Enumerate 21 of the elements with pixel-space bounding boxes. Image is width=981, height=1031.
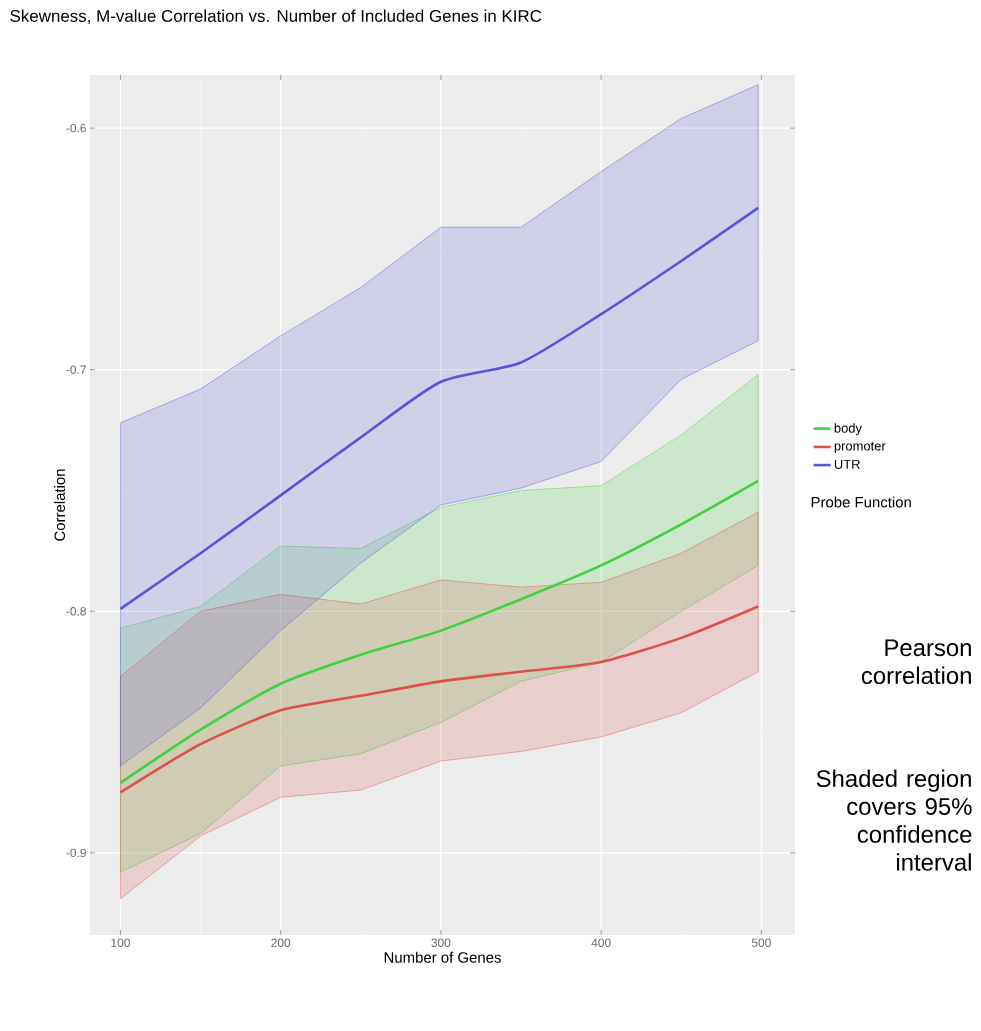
x-tick-label: 300: [431, 938, 451, 947]
x-tick-label: 100: [111, 938, 130, 947]
legend-title: Probe Function: [811, 496, 911, 508]
text: Pearson correlation: [861, 639, 971, 685]
x-tick-label: 500: [751, 938, 771, 947]
line-series: [119, 206, 760, 611]
x-tick-label: 200: [271, 938, 291, 947]
y-tick-label: -0.8: [66, 607, 86, 616]
x-axis-title: Number of Genes: [384, 951, 501, 963]
y-tick-label: -0.7: [66, 365, 86, 374]
chart-title: Skewness, M-value Correlation vs. Number of Included Genes in KIRC: [10, 9, 542, 24]
legend-label: body: [834, 423, 862, 436]
line-series: [119, 605, 760, 794]
line-series: [119, 479, 760, 785]
y-tick-label: -0.6: [66, 123, 86, 133]
legend-label: UTR: [834, 459, 860, 469]
y-tick-label: -0.9: [66, 848, 86, 858]
legend-label: promoter: [834, 442, 886, 454]
y-axis-title: Correlation: [54, 469, 66, 541]
x-tick-label: 400: [591, 938, 611, 947]
text: Shaded region covers 95% confidence interval: [816, 769, 972, 871]
